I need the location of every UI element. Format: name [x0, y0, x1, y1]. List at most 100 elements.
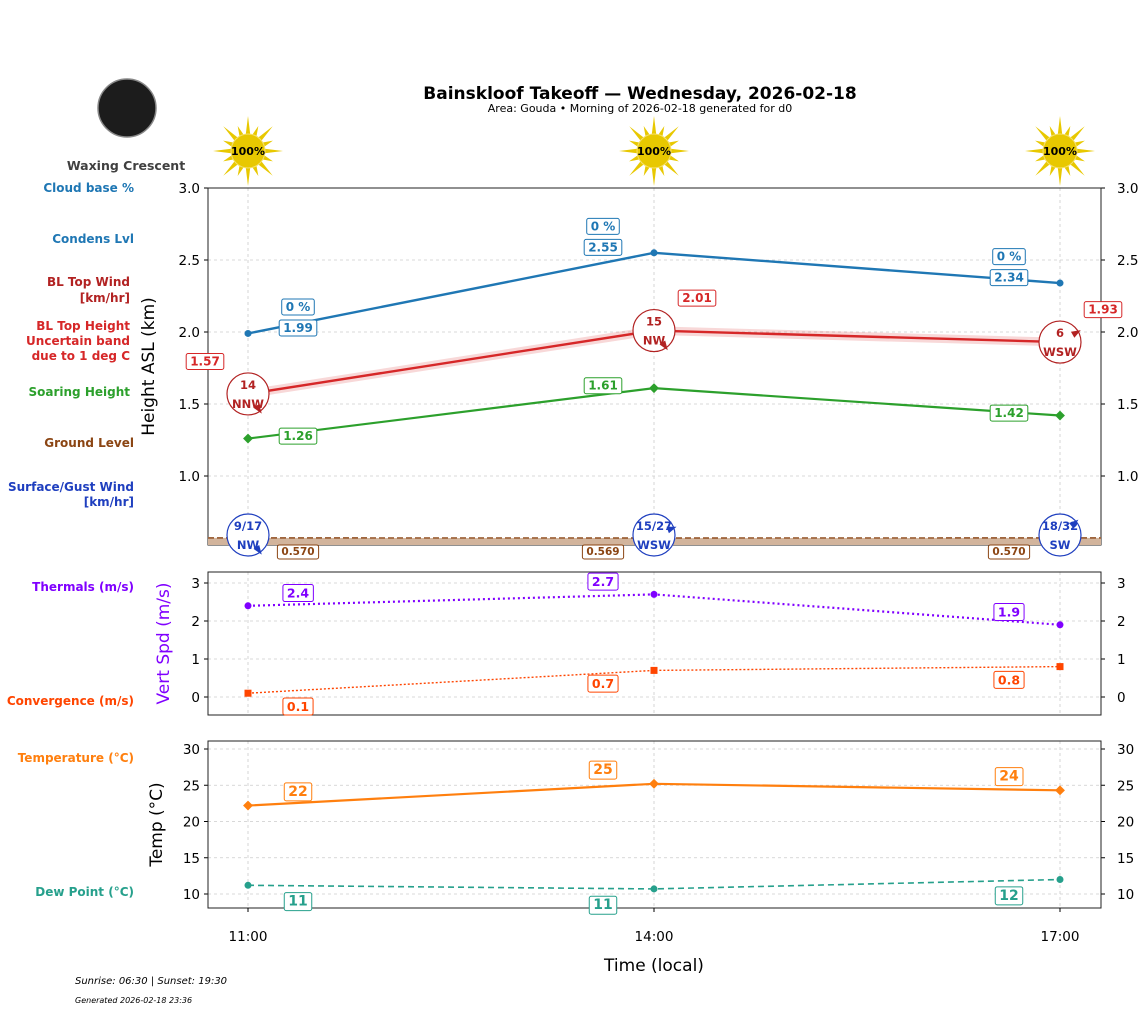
sun-ray [651, 167, 657, 186]
side-label-surface-2: [km/hr] [84, 495, 134, 509]
y-tick-label: 1 [191, 652, 200, 668]
dew-point-label-box: 11 [283, 892, 313, 912]
soaring-label-box: 1.42 [989, 404, 1029, 422]
side-label-bl-wind-1: BL Top Wind [47, 275, 130, 289]
thermals-point [650, 590, 658, 598]
y-tick-label-right: 15 [1117, 851, 1134, 867]
convergence-label-box: 0.8 [993, 670, 1025, 689]
condens-label: 2.34 [994, 271, 1024, 285]
soaring-label: 1.42 [994, 406, 1024, 420]
y-tick-label: 15 [183, 851, 200, 867]
sun-ray [262, 155, 273, 162]
sun-ray [237, 165, 244, 176]
thermals-point [1056, 621, 1064, 629]
sun-ray [245, 167, 251, 186]
bl-wind-indicator-speed: 6 [1056, 326, 1064, 340]
sun-ray [262, 140, 273, 147]
soaring-label: 1.26 [283, 429, 313, 443]
soaring-label-box: 1.61 [583, 377, 623, 395]
soaring-label: 1.61 [588, 379, 618, 393]
sun-ray [1070, 126, 1085, 141]
plot-frame [207, 740, 1102, 909]
soaring-label-frame [278, 427, 318, 445]
generated-timestamp: Generated 2026-02-18 23:36 [75, 996, 192, 1005]
y-tick-label-right: 25 [1117, 778, 1134, 794]
sun-ray [651, 116, 657, 135]
y-tick-label-right: 2 [1117, 614, 1126, 630]
sun-disc [230, 133, 266, 169]
thermals-label: 1.9 [998, 605, 1020, 620]
dew-point-line [247, 878, 1061, 890]
bl-wind-indicator-direction: WSW [1043, 345, 1077, 359]
surface-wind-indicator-direction: WSW [637, 538, 671, 552]
sun-ray [1076, 148, 1095, 154]
chart-title: Bainskloof Takeoff — Wednesday, 2026-02-… [423, 84, 856, 104]
sun-ray [258, 161, 273, 176]
sun-times: Sunrise: 06:30 | Sunset: 19:30 [75, 976, 227, 987]
cloud-pct-label-frame [281, 298, 315, 316]
temperature-label-box: 22 [283, 782, 313, 802]
wind-arrow-icon [1070, 330, 1081, 338]
dew-point-label: 11 [288, 894, 307, 910]
sun-ray [668, 155, 679, 162]
convergence-label: 0.1 [287, 699, 309, 714]
convergence-label-frame [282, 697, 314, 716]
ground-label: 0.570 [281, 546, 314, 558]
bl-top-label-frame [185, 352, 225, 370]
bl-top-label-frame [677, 289, 717, 307]
y-axis-label: Temp (°C) [147, 782, 167, 867]
sun-icon: 100% [1025, 116, 1095, 186]
sun-icon: 100% [619, 116, 689, 186]
thermals-label-frame [993, 603, 1025, 622]
y-tick-label-right: 3.0 [1117, 181, 1138, 197]
side-label-condens: Condens Lvl [52, 232, 134, 246]
cloud-pct-label-box: 0 % [992, 248, 1026, 266]
condens-label: 2.55 [588, 240, 618, 254]
condens-point [244, 329, 252, 337]
ground-label-box: 0.570 [276, 544, 320, 560]
cloud-pct-label: 0 % [591, 219, 616, 233]
soaring-point [649, 383, 659, 394]
soaring-label-frame [583, 377, 623, 395]
sun-ray [629, 140, 640, 147]
temperature-point [649, 778, 659, 789]
temperature-label-frame [283, 782, 313, 802]
bl-top-label-box: 1.93 [1083, 301, 1123, 319]
chart-subtitle: Area: Gouda • Morning of 2026-02-18 gene… [488, 102, 792, 115]
ground-label-box: 0.569 [581, 544, 625, 560]
surface-wind-indicator-direction: NW [237, 538, 260, 552]
x-tick-label: 14:00 [635, 929, 674, 945]
wind-arrow-icon [1068, 519, 1079, 529]
soaring-label-frame [989, 404, 1029, 422]
sun-ray [245, 116, 251, 135]
thermals-label-box: 2.7 [587, 572, 619, 591]
condens-label-box: 2.34 [989, 269, 1029, 287]
sun-disc [636, 133, 672, 169]
sun-ray [668, 140, 679, 147]
dew-point-label-frame [994, 886, 1024, 906]
wind-arrow-icon [253, 544, 262, 555]
wind-arrow-icon [659, 340, 668, 351]
dew-point-point [1056, 876, 1064, 883]
bl-wind-indicator-direction: NW [643, 334, 666, 348]
condens-label-frame [583, 238, 623, 256]
sun-ray [1057, 167, 1063, 186]
condens-label-frame [989, 269, 1029, 287]
sun-ray [1070, 161, 1085, 176]
y-tick-label-right: 3 [1117, 576, 1126, 592]
ground-label: 0.569 [586, 546, 619, 558]
temperature-label-box: 25 [588, 760, 618, 780]
condens-point [1056, 279, 1064, 287]
sun-ray [629, 161, 644, 176]
side-label-bl-wind-2: [km/hr] [80, 291, 130, 305]
temperature-label: 24 [999, 769, 1019, 785]
sun-ray [223, 140, 234, 147]
side-label-dew-point: Dew Point (°C) [35, 885, 134, 899]
cloud-pct-label-frame [586, 217, 620, 235]
sun-ray [1064, 165, 1071, 176]
y-tick-label: 0 [191, 690, 200, 706]
moon-icon [97, 78, 157, 138]
ground-label-frame [276, 544, 320, 560]
convergence-label-frame [587, 674, 619, 693]
dew-point-label: 12 [999, 888, 1018, 904]
